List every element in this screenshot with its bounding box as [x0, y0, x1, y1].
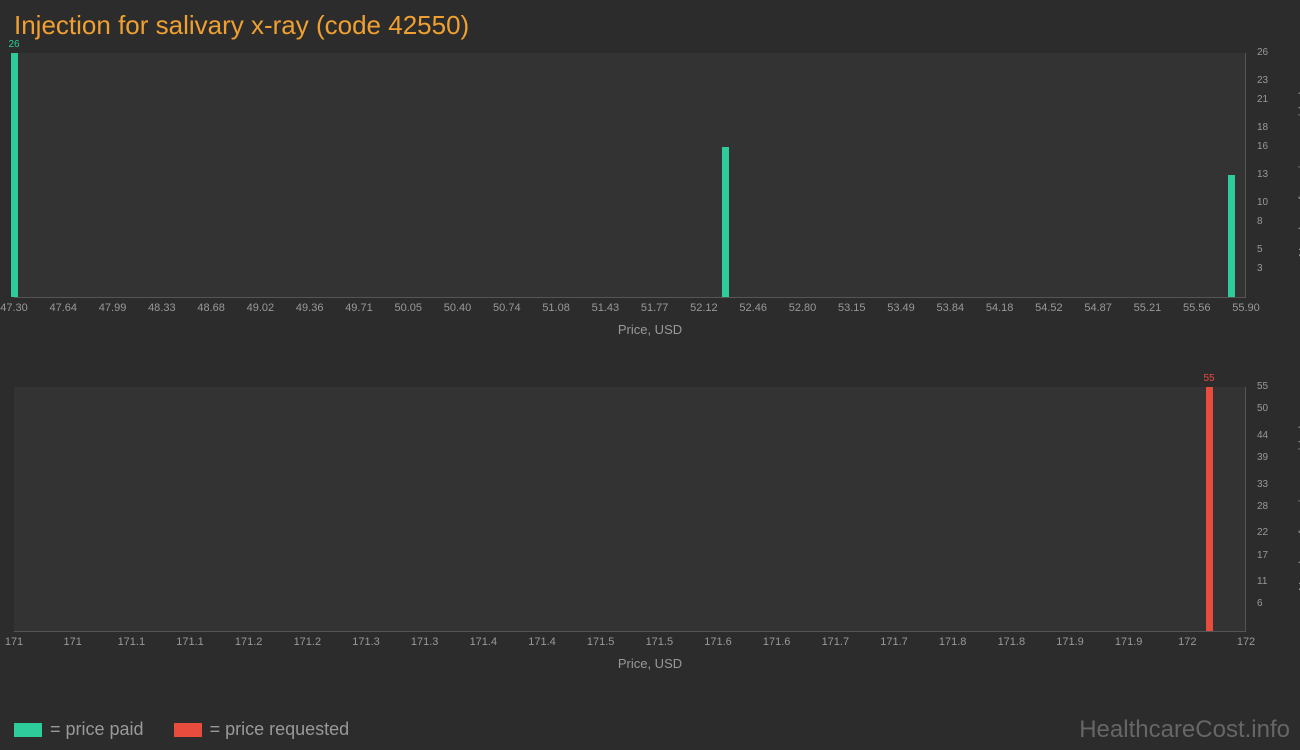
x-tick: 171.2 — [235, 636, 263, 648]
x-tick: 171.7 — [880, 636, 908, 648]
x-tick: 171.9 — [1115, 636, 1143, 648]
legend-label-paid: = price paid — [50, 719, 144, 740]
chart-2-wrap: 6111722283339445055 55 Number of service… — [14, 387, 1286, 671]
chart-2-xlabel: Price, USD — [14, 656, 1286, 671]
y-tick: 26 — [1257, 47, 1268, 58]
bar — [722, 147, 729, 297]
x-tick: 172 — [1237, 636, 1255, 648]
x-tick: 47.30 — [0, 302, 28, 314]
chart-1-ylabel: Number of services provided — [1296, 92, 1300, 257]
x-tick: 51.08 — [542, 302, 570, 314]
legend: = price paid = price requested — [14, 719, 349, 740]
y-tick: 55 — [1257, 381, 1268, 392]
x-tick: 51.43 — [592, 302, 620, 314]
y-tick: 10 — [1257, 197, 1268, 208]
y-tick: 21 — [1257, 94, 1268, 105]
x-tick: 48.33 — [148, 302, 176, 314]
y-tick: 16 — [1257, 141, 1268, 152]
x-tick: 54.52 — [1035, 302, 1063, 314]
x-tick: 55.21 — [1134, 302, 1162, 314]
legend-item-paid: = price paid — [14, 719, 144, 740]
bar-label: 26 — [8, 39, 19, 50]
legend-label-requested: = price requested — [210, 719, 350, 740]
y-tick: 22 — [1257, 527, 1268, 538]
x-tick: 47.99 — [99, 302, 127, 314]
bar-label: 55 — [1203, 373, 1214, 384]
x-tick: 51.77 — [641, 302, 669, 314]
x-tick: 53.15 — [838, 302, 866, 314]
x-tick: 49.71 — [345, 302, 373, 314]
chart-1-xlabel: Price, USD — [14, 322, 1286, 337]
x-tick: 171 — [63, 636, 81, 648]
y-tick: 5 — [1257, 244, 1263, 255]
watermark: HealthcareCost.info — [1079, 716, 1290, 744]
chart-1-xticks: 47.3047.6447.9948.3348.6849.0249.3649.71… — [14, 302, 1246, 320]
chart-1-wrap: 35810131618212326 26 Number of services … — [14, 53, 1286, 337]
x-tick: 171.4 — [528, 636, 556, 648]
x-tick: 48.68 — [197, 302, 225, 314]
x-tick: 171.4 — [470, 636, 498, 648]
legend-item-requested: = price requested — [174, 719, 350, 740]
x-tick: 171.8 — [939, 636, 967, 648]
chart-2-plot: 6111722283339445055 55 — [14, 387, 1246, 632]
x-tick: 53.49 — [887, 302, 915, 314]
x-tick: 172 — [1178, 636, 1196, 648]
y-tick: 8 — [1257, 216, 1263, 227]
y-tick: 13 — [1257, 169, 1268, 180]
y-tick: 11 — [1257, 576, 1267, 587]
x-tick: 171.6 — [704, 636, 732, 648]
x-tick: 171.7 — [822, 636, 850, 648]
y-tick: 50 — [1257, 403, 1268, 414]
x-tick: 50.05 — [394, 302, 422, 314]
y-tick: 39 — [1257, 452, 1268, 463]
x-tick: 171.5 — [646, 636, 674, 648]
x-tick: 171 — [5, 636, 23, 648]
x-tick: 171.3 — [352, 636, 380, 648]
y-tick: 18 — [1257, 122, 1268, 133]
legend-swatch-requested — [174, 723, 202, 737]
x-tick: 171.1 — [176, 636, 204, 648]
y-tick: 28 — [1257, 501, 1268, 512]
y-tick: 3 — [1257, 263, 1263, 274]
x-tick: 53.84 — [937, 302, 965, 314]
chart-1-plot: 35810131618212326 26 — [14, 53, 1246, 298]
legend-swatch-paid — [14, 723, 42, 737]
chart-2-ylabel: Number of services provided — [1296, 426, 1300, 591]
y-tick: 44 — [1257, 430, 1268, 441]
x-tick: 171.1 — [118, 636, 146, 648]
x-tick: 55.90 — [1232, 302, 1260, 314]
x-tick: 171.6 — [763, 636, 791, 648]
chart-title: Injection for salivary x-ray (code 42550… — [0, 0, 1300, 45]
bar: 26 — [11, 53, 18, 297]
x-tick: 55.56 — [1183, 302, 1211, 314]
y-tick: 6 — [1257, 598, 1263, 609]
x-tick: 52.46 — [739, 302, 767, 314]
x-tick: 171.3 — [411, 636, 439, 648]
x-tick: 171.5 — [587, 636, 615, 648]
x-tick: 54.18 — [986, 302, 1014, 314]
x-tick: 50.40 — [444, 302, 472, 314]
chart-2-xticks: 171171171.1171.1171.2171.2171.3171.3171.… — [14, 636, 1246, 654]
y-tick: 33 — [1257, 479, 1268, 490]
x-tick: 49.02 — [247, 302, 275, 314]
x-tick: 54.87 — [1084, 302, 1112, 314]
x-tick: 47.64 — [50, 302, 78, 314]
x-tick: 50.74 — [493, 302, 521, 314]
x-tick: 171.8 — [998, 636, 1026, 648]
bar: 55 — [1206, 387, 1213, 631]
y-tick: 23 — [1257, 75, 1268, 86]
x-tick: 49.36 — [296, 302, 324, 314]
x-tick: 52.80 — [789, 302, 817, 314]
x-tick: 171.9 — [1056, 636, 1084, 648]
bar — [1228, 175, 1235, 297]
y-tick: 17 — [1257, 550, 1268, 561]
x-tick: 171.2 — [294, 636, 322, 648]
x-tick: 52.12 — [690, 302, 718, 314]
